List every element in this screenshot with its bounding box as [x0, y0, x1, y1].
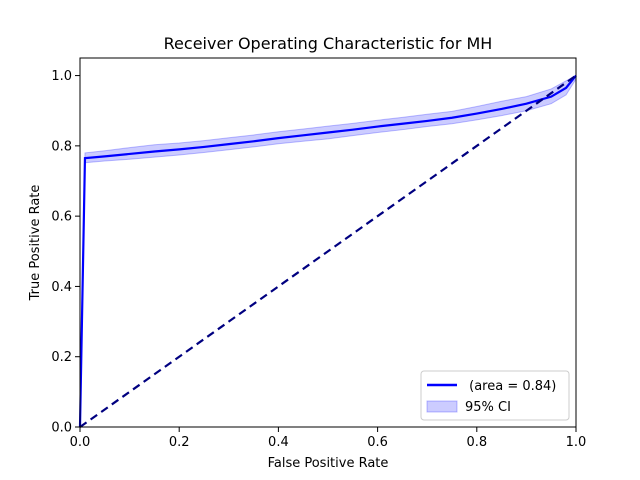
y-tick-label: 0.8: [51, 139, 72, 154]
y-tick-label: 0.4: [51, 280, 72, 295]
legend-box: [420, 370, 570, 421]
chance-diagonal-line: [79, 74, 577, 428]
legend-label-roc: (area = 0.84): [465, 379, 556, 394]
y-axis: 0.0 0.2 0.4 0.6 0.8 1.0: [51, 69, 80, 436]
y-axis-label: True Positive Rate: [28, 185, 43, 302]
plot-frame: [79, 57, 577, 428]
legend-label-ci: 95% CI: [465, 400, 511, 415]
x-tick-label: 0.6: [367, 435, 388, 450]
x-tick-label: 1.0: [566, 435, 587, 450]
legend: (area = 0.84) 95% CI: [420, 370, 570, 421]
x-tick-label: 0.0: [70, 435, 91, 450]
legend-ci-swatch: [426, 400, 458, 413]
x-axis-label: False Positive Rate: [268, 456, 389, 471]
x-axis: 0.0 0.2 0.4 0.6 0.8 1.0: [70, 427, 587, 450]
chart-title: Receiver Operating Characteristic for MH: [164, 34, 493, 53]
y-tick-label: 1.0: [51, 69, 72, 84]
y-tick-label: 0.6: [51, 210, 72, 225]
x-tick-label: 0.8: [466, 435, 487, 450]
y-tick-label: 0.2: [51, 350, 72, 365]
roc-curve-line: [78, 74, 577, 428]
y-tick-label: 0.0: [51, 421, 72, 436]
x-tick-label: 0.4: [268, 435, 289, 450]
x-tick-label: 0.2: [169, 435, 190, 450]
